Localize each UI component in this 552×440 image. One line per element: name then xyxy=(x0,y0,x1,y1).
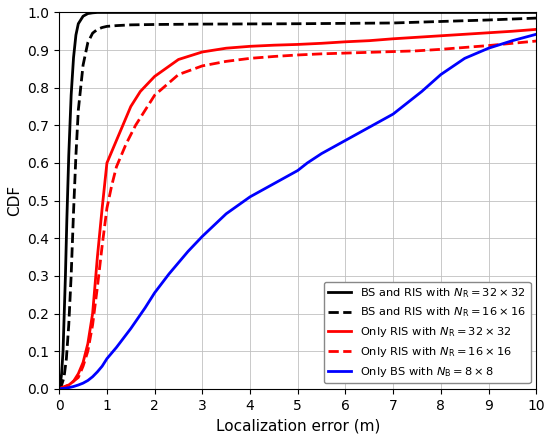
Legend: BS and RIS with $N_\mathrm{R} = 32 \times 32$, BS and RIS with $N_\mathrm{R} = 1: BS and RIS with $N_\mathrm{R} = 32 \time… xyxy=(323,282,530,383)
Y-axis label: CDF: CDF xyxy=(7,185,22,216)
X-axis label: Localization error (m): Localization error (m) xyxy=(215,418,380,433)
